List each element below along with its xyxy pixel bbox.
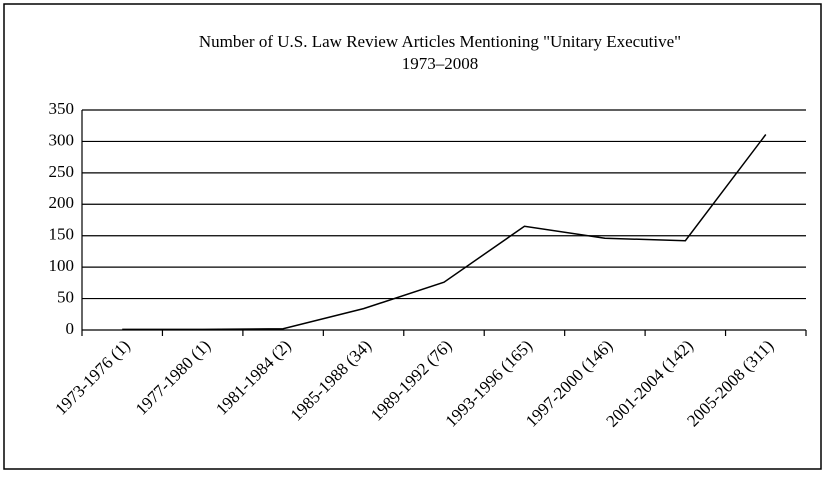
y-tick-label: 100 (49, 256, 75, 275)
y-tick-label: 0 (66, 319, 75, 338)
chart-border (3, 3, 822, 470)
chart-title: Number of U.S. Law Review Articles Menti… (199, 32, 681, 51)
y-tick-label: 250 (49, 162, 75, 181)
y-tick-label: 300 (49, 130, 75, 149)
y-tick-label: 200 (49, 193, 75, 212)
chart-subtitle: 1973–2008 (402, 54, 479, 73)
y-tick-label: 150 (49, 225, 75, 244)
y-tick-label: 350 (49, 99, 75, 118)
y-tick-label: 50 (57, 287, 74, 306)
data-line (122, 134, 767, 331)
